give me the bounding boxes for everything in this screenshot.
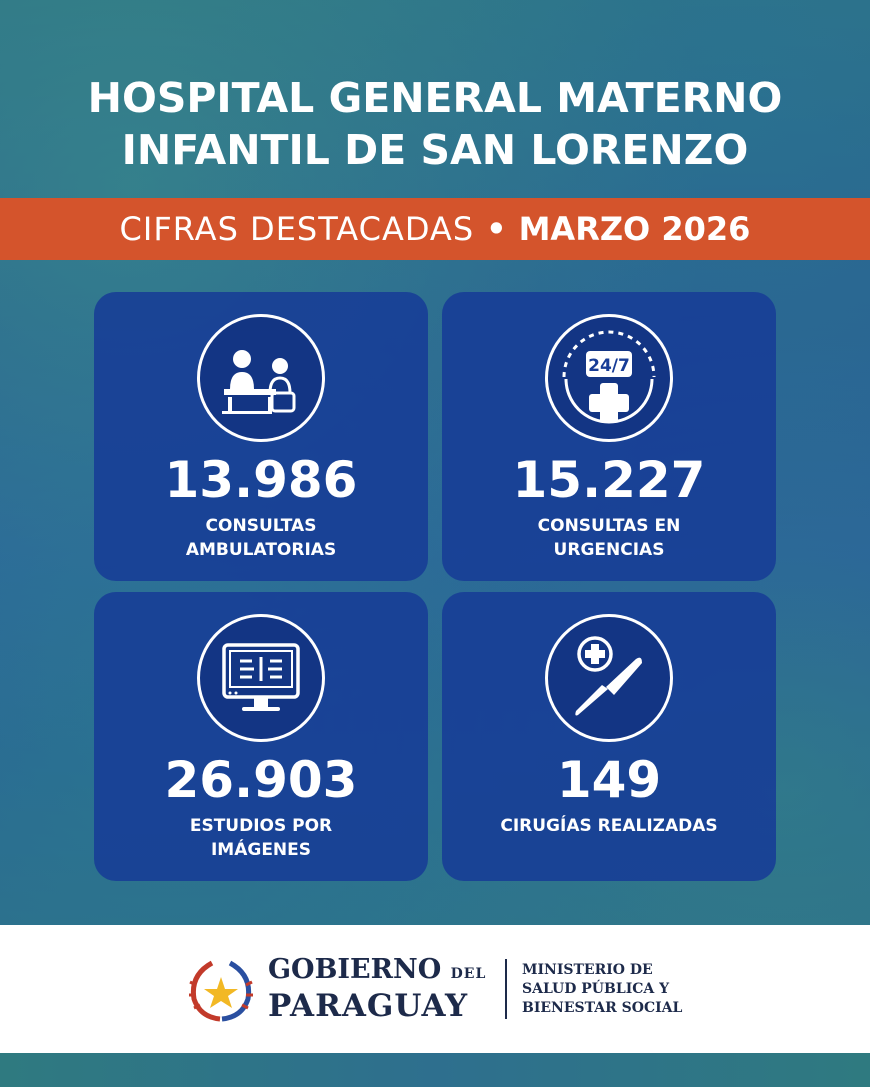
stat-card-outpatient: 13.986 CONSULTAS AMBULATORIAS xyxy=(94,292,428,581)
gov-line-1: GOBIERNO xyxy=(268,954,442,985)
page-title: HOSPITAL GENERAL MATERNO INFANTIL DE SAN… xyxy=(0,72,870,176)
emergency-24-7-icon: 24/7 xyxy=(545,314,673,442)
ministry-line-3: BIENESTAR SOCIAL xyxy=(522,1000,683,1016)
stat-label-line-1: CONSULTAS EN xyxy=(537,516,681,536)
stat-card-imaging: 26.903 ESTUDIOS POR IMÁGENES xyxy=(94,592,428,881)
gov-del: DEL xyxy=(450,966,487,982)
scalpel-icon xyxy=(545,614,673,742)
band-label: CIFRAS DESTACADAS xyxy=(119,210,475,248)
consultation-icon xyxy=(197,314,325,442)
gov-line-2: PARAGUAY xyxy=(268,988,469,1024)
footer: GOBIERNO DEL PARAGUAY MINISTERIO DE SALU… xyxy=(0,925,870,1053)
stat-card-emergency: 24/7 15.227 CONSULTAS EN URGENCIAS xyxy=(442,292,776,581)
stat-value: 26.903 xyxy=(164,751,358,809)
stat-label-line-1: ESTUDIOS POR xyxy=(189,816,333,836)
ministry-line-1: MINISTERIO DE xyxy=(522,962,653,978)
highlight-band: CIFRAS DESTACADAS • MARZO 2026 xyxy=(0,198,870,260)
bottom-strip xyxy=(0,1053,870,1087)
government-wordmark: GOBIERNO DEL PARAGUAY xyxy=(268,954,487,1024)
stat-card-surgeries: 149 CIRUGÍAS REALIZADAS xyxy=(442,592,776,881)
stat-value: 15.227 xyxy=(512,451,706,509)
imaging-monitor-icon xyxy=(197,614,325,742)
ministry-wordmark: MINISTERIO DE SALUD PÚBLICA Y BIENESTAR … xyxy=(522,961,682,1018)
stat-label: CONSULTAS AMBULATORIAS xyxy=(94,514,428,562)
stat-label: CONSULTAS EN URGENCIAS xyxy=(442,514,776,562)
stat-value: 13.986 xyxy=(164,451,358,509)
title-line-1: HOSPITAL GENERAL MATERNO xyxy=(87,74,783,122)
stat-label-line-2: IMÁGENES xyxy=(210,840,312,860)
emergency-24-7-text: 24/7 xyxy=(588,356,630,376)
title-line-2: INFANTIL DE SAN LORENZO xyxy=(121,126,749,174)
band-period: MARZO 2026 xyxy=(518,210,751,248)
ministry-line-2: SALUD PÚBLICA Y xyxy=(522,981,670,997)
band-separator: • xyxy=(486,210,507,248)
stat-label: CIRUGÍAS REALIZADAS xyxy=(442,814,776,838)
paraguay-emblem-icon xyxy=(189,960,253,1022)
stat-label-line-1: CIRUGÍAS REALIZADAS xyxy=(500,816,718,836)
stat-label-line-1: CONSULTAS xyxy=(205,516,317,536)
stat-label-line-2: AMBULATORIAS xyxy=(185,540,337,560)
stat-label-line-2: URGENCIAS xyxy=(553,540,665,560)
stat-label: ESTUDIOS POR IMÁGENES xyxy=(94,814,428,862)
stat-value: 149 xyxy=(556,751,662,809)
footer-divider xyxy=(505,959,507,1019)
